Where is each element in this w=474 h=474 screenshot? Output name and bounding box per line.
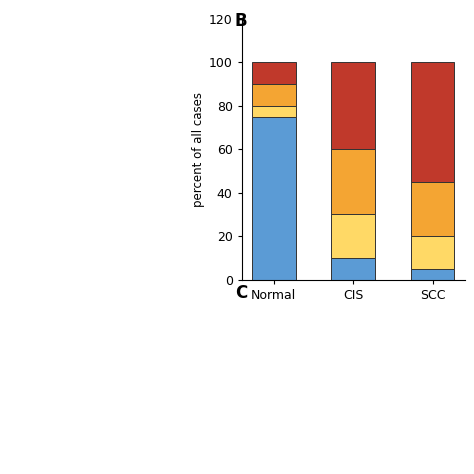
Bar xyxy=(252,106,296,117)
Text: B: B xyxy=(235,12,247,30)
Bar xyxy=(410,236,455,269)
Bar xyxy=(331,63,375,149)
Bar xyxy=(331,215,375,258)
Bar xyxy=(331,149,375,215)
Bar xyxy=(410,269,455,280)
Bar xyxy=(410,182,455,236)
Bar xyxy=(252,117,296,280)
Bar xyxy=(410,63,455,182)
Y-axis label: percent of all cases: percent of all cases xyxy=(191,92,205,207)
Bar xyxy=(252,84,296,106)
Text: C: C xyxy=(235,284,247,302)
Bar xyxy=(331,258,375,280)
Bar xyxy=(252,63,296,84)
